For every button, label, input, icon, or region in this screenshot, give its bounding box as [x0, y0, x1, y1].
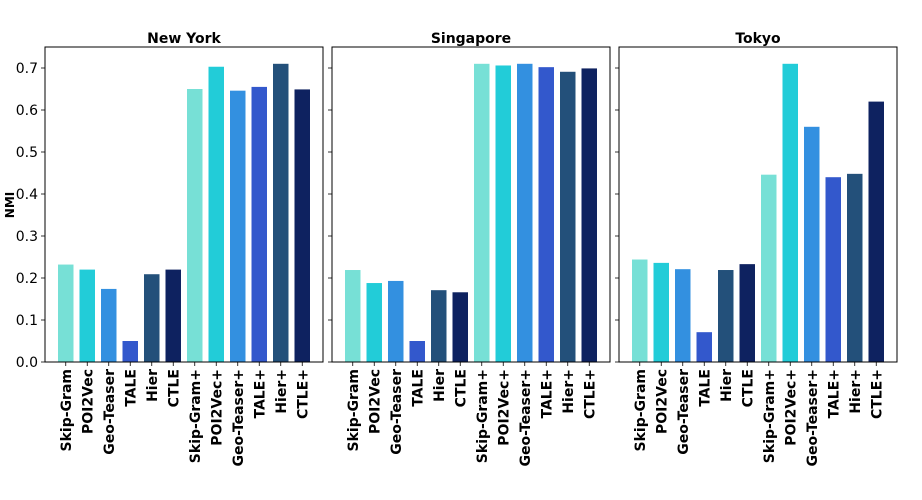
y-tick-label-6: 0.6 [16, 103, 38, 119]
bar-1-4 [431, 290, 447, 362]
bar-0-4 [144, 274, 160, 362]
bar-1-8 [517, 63, 533, 363]
x-tick-label-1-0: Skip-Gram [346, 369, 362, 451]
x-tick-label-1-9: TALE+ [539, 369, 555, 419]
x-tick-label-1-10: Hier+ [561, 369, 577, 414]
bar-1-10 [560, 71, 576, 362]
x-tick-label-2-5: CTLE [740, 369, 756, 407]
x-tick-label-0-10: Hier+ [274, 369, 290, 414]
x-tick-label-2-1: POI2Vec [654, 369, 670, 434]
x-tick-label-2-3: TALE [697, 369, 713, 407]
y-tick-label-0: 0.0 [16, 355, 38, 371]
x-tick-label-0-1: POI2Vec [80, 369, 96, 434]
y-tick-label-3: 0.3 [16, 229, 38, 245]
x-tick-label-2-9: TALE+ [826, 369, 842, 419]
bar-2-0 [632, 259, 648, 362]
bar-0-1 [79, 269, 95, 362]
bar-2-10 [847, 173, 863, 362]
chart-panels: Skip-Gram POI2Vec Geo-Teaser TALE Hier CTLE Sk… [16, 31, 898, 466]
bar-1-3 [409, 341, 425, 362]
x-tick-label-1-3: TALE [410, 369, 426, 407]
y-tick-label-1: 0.1 [16, 313, 38, 329]
bar-0-7 [208, 66, 224, 363]
bar-0-0 [58, 264, 74, 362]
bar-0-5 [165, 269, 181, 362]
bar-1-0 [345, 270, 361, 362]
bar-2-8 [804, 126, 820, 362]
bar-1-6 [474, 63, 490, 363]
bar-2-1 [653, 262, 669, 362]
x-tick-label-1-8: Geo-Teaser+ [518, 369, 534, 466]
bar-0-6 [187, 89, 203, 362]
x-tick-label-1-4: Hier [432, 369, 448, 402]
y-tick-label-2: 0.2 [16, 271, 38, 287]
x-tick-label-1-6: Skip-Gram+ [475, 369, 491, 463]
panel-title-1: Singapore [431, 31, 511, 47]
bar-0-8 [230, 90, 246, 363]
x-tick-label-0-8: Geo-Teaser+ [231, 369, 247, 466]
x-tick-label-0-5: CTLE [166, 369, 182, 407]
panel-title-2: Tokyo [735, 31, 781, 47]
bar-2-2 [675, 269, 691, 362]
x-tick-label-1-1: POI2Vec [367, 369, 383, 434]
bar-0-3 [122, 341, 138, 362]
panel-frame-2 [618, 46, 898, 363]
x-tick-label-0-4: Hier [145, 369, 161, 402]
bar-2-7 [782, 63, 798, 363]
x-tick-label-1-5: CTLE [453, 369, 469, 407]
y-tick-label-7: 0.7 [16, 61, 38, 77]
y-axis-label: NMI [3, 192, 17, 218]
bar-2-9 [825, 177, 841, 362]
x-tick-label-0-11: CTLE+ [295, 369, 311, 419]
x-tick-label-0-9: TALE+ [252, 369, 268, 419]
x-tick-label-2-7: POI2Vec+ [783, 369, 799, 446]
bar-1-11 [581, 68, 597, 363]
x-tick-label-2-4: Hier [719, 369, 735, 402]
x-tick-label-0-7: POI2Vec+ [209, 369, 225, 446]
x-tick-label-1-2: Geo-Teaser [389, 369, 405, 455]
x-tick-label-0-2: Geo-Teaser [102, 369, 118, 455]
bar-1-9 [538, 67, 554, 362]
x-tick-label-2-10: Hier+ [848, 369, 864, 414]
bar-0-10 [273, 63, 289, 363]
x-tick-label-2-6: Skip-Gram+ [762, 369, 778, 463]
y-tick-label-4: 0.4 [16, 187, 38, 203]
x-tick-label-1-11: CTLE+ [582, 369, 598, 419]
x-tick-label-2-8: Geo-Teaser+ [805, 369, 821, 466]
x-tick-label-0-3: TALE [123, 369, 139, 407]
panel-2: Skip-Gram POI2Vec Geo-Teaser TALE Hier CTLE Sk… [615, 31, 898, 466]
panel-frame-1 [331, 46, 611, 363]
bar-2-6 [761, 174, 777, 362]
x-tick-label-0-0: Skip-Gram [59, 369, 75, 451]
x-tick-label-2-2: Geo-Teaser [676, 369, 692, 455]
panel-frame-0 [44, 46, 324, 363]
panel-title-0: New York [147, 31, 221, 47]
bar-1-5 [452, 292, 468, 362]
x-tick-label-2-0: Skip-Gram [633, 369, 649, 451]
bar-2-4 [718, 270, 734, 362]
bar-1-1 [366, 283, 382, 362]
x-tick-label-1-7: POI2Vec+ [496, 369, 512, 446]
bar-0-11 [294, 89, 310, 363]
bar-0-2 [101, 288, 117, 362]
y-tick-label-5: 0.5 [16, 145, 38, 161]
bar-2-11 [868, 101, 884, 362]
bar-0-9 [251, 86, 267, 363]
panel-1: Skip-Gram POI2Vec Geo-Teaser TALE Hier CTLE Sk… [328, 31, 611, 466]
bar-2-3 [696, 332, 712, 362]
bar-1-7 [495, 65, 511, 362]
bar-2-5 [739, 264, 755, 362]
x-tick-label-0-6: Skip-Gram+ [188, 369, 204, 463]
bar-1-2 [388, 280, 404, 362]
x-tick-label-2-11: CTLE+ [869, 369, 885, 419]
panel-0: Skip-Gram POI2Vec Geo-Teaser TALE Hier CTLE Sk… [16, 31, 324, 466]
